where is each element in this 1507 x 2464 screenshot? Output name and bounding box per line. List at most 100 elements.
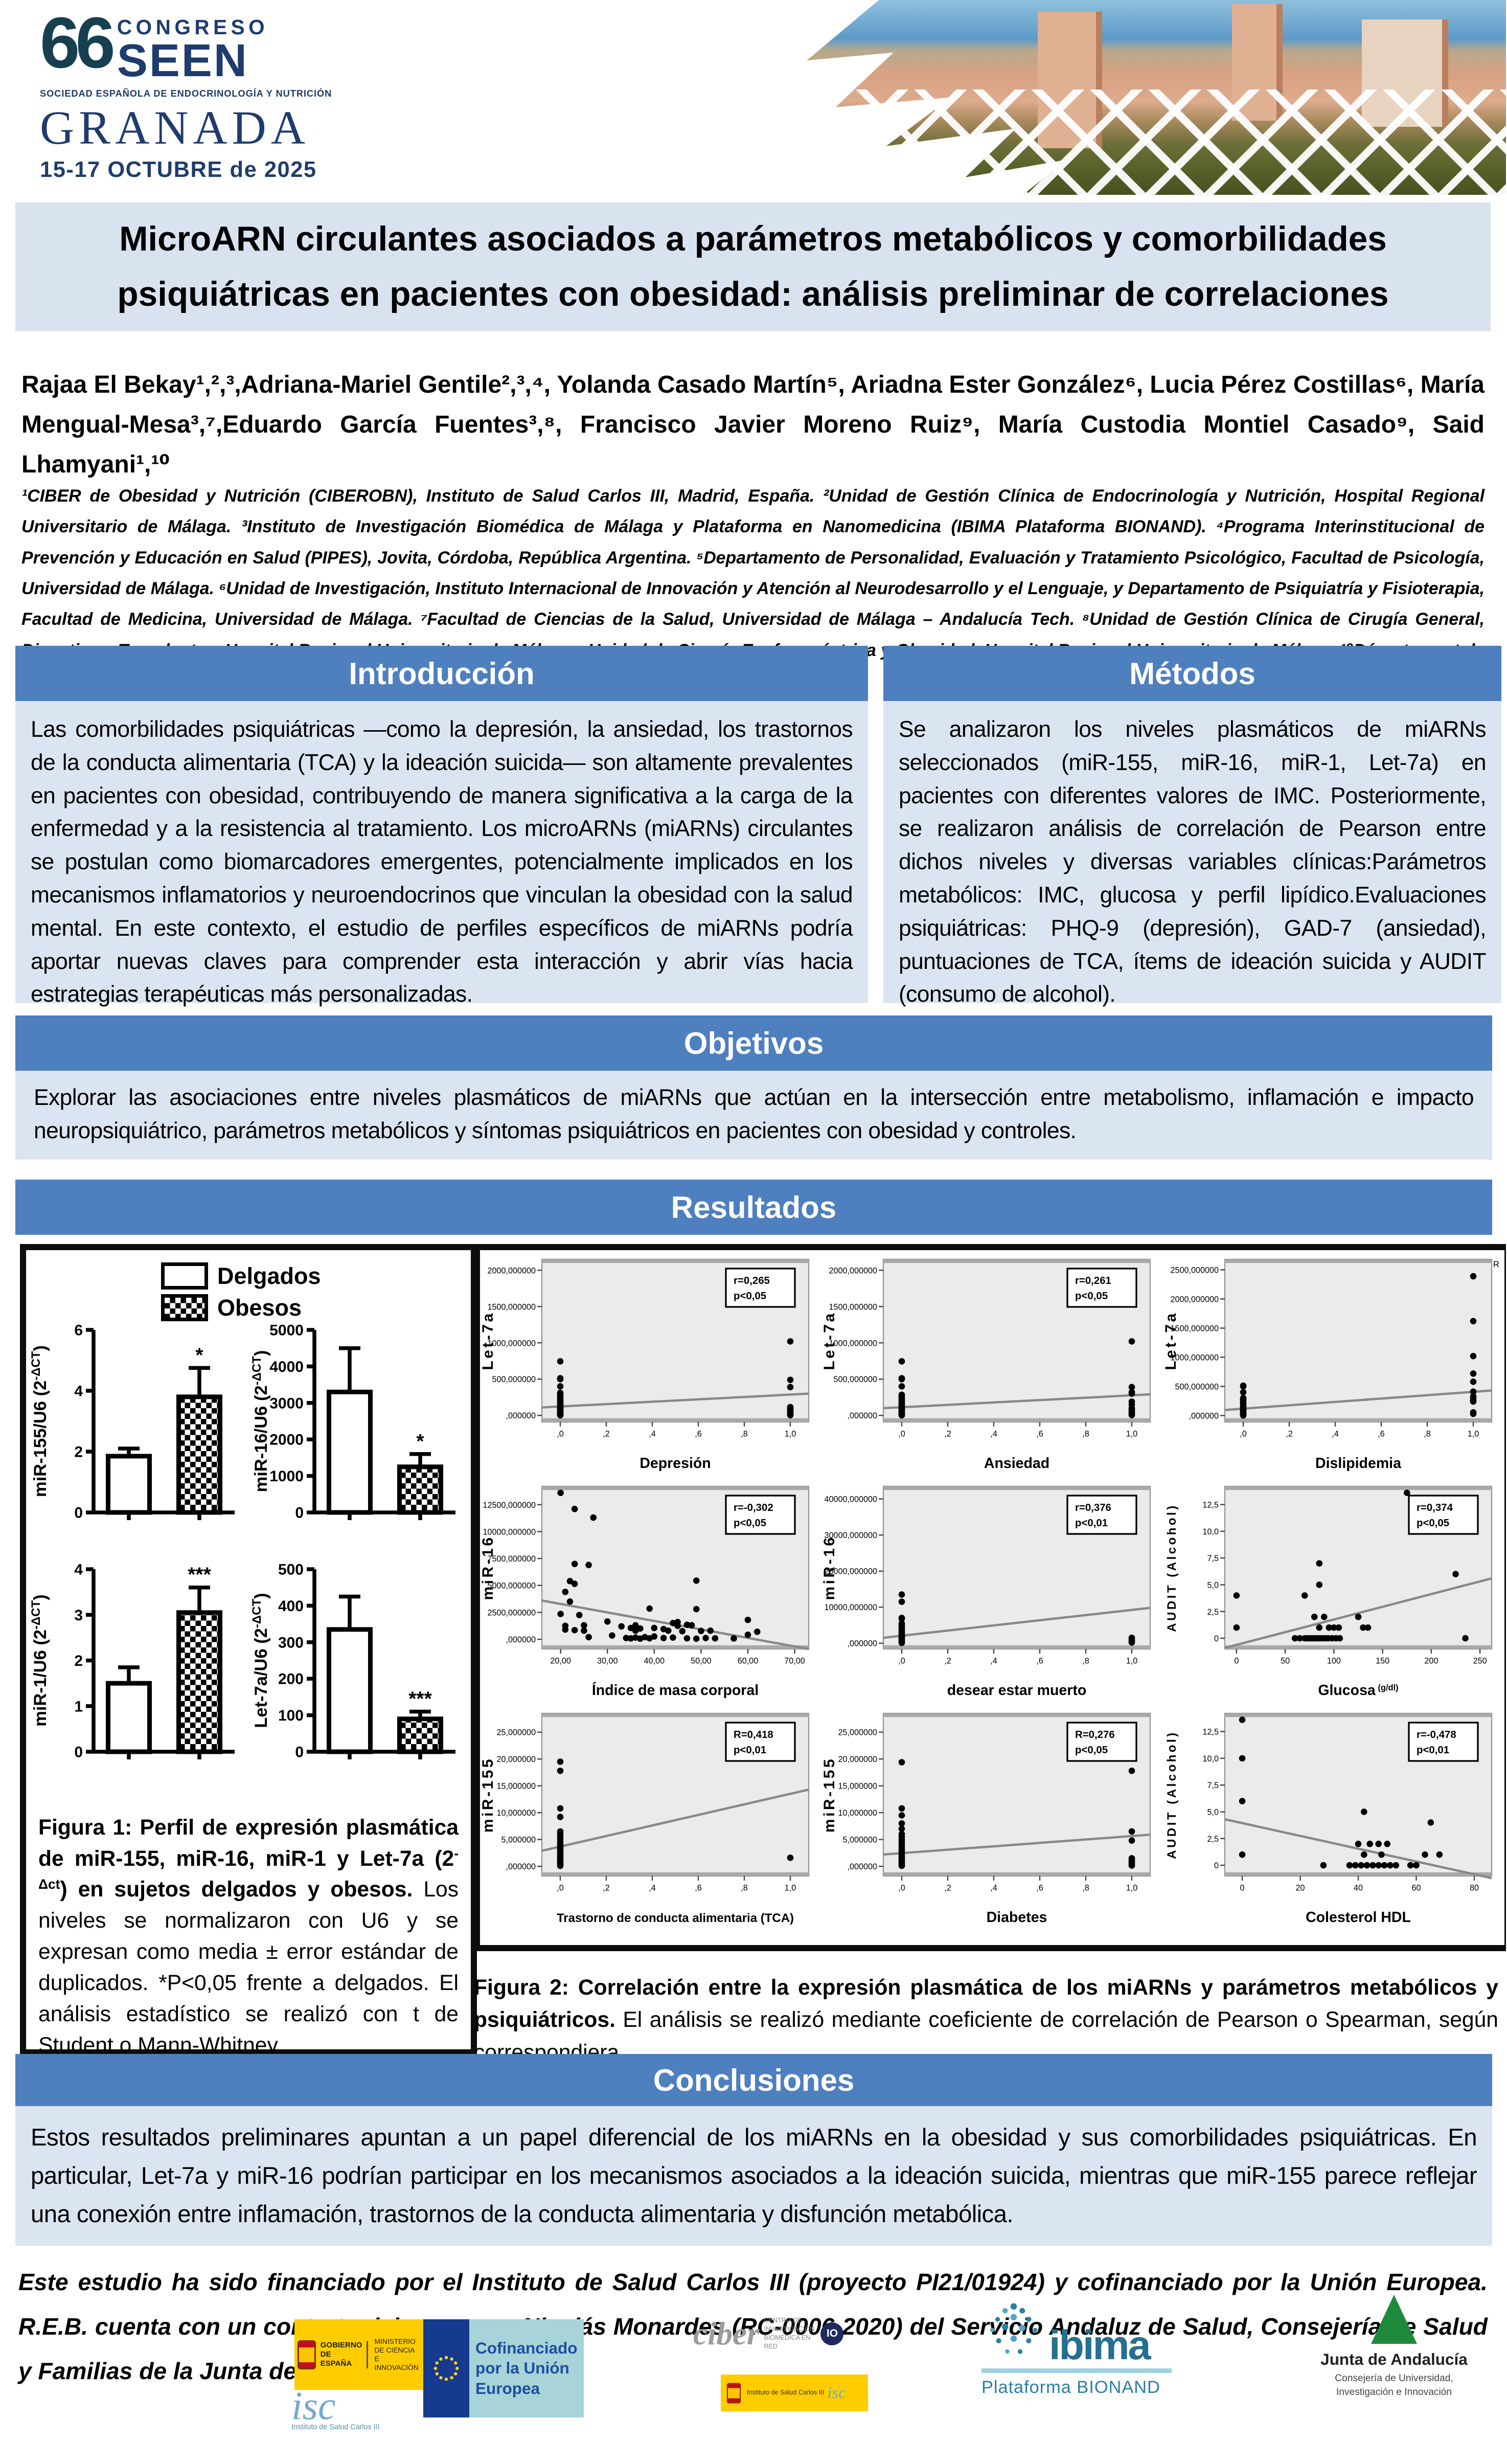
conclusiones-header: Conclusiones (15, 2054, 1492, 2106)
svg-text:150: 150 (1376, 1657, 1389, 1666)
svg-text:1000,000000: 1000,000000 (487, 1339, 536, 1348)
scatter-mir155-diabetes: ,000000 5,000000 10,000000 15,000000 20,0000… (821, 1704, 1163, 1931)
svg-text:miR-16: miR-16 (821, 1535, 838, 1600)
scatter-let7a-dislipidemia: ,000000 500,000000 1000,000000 1500,000000 2… (1162, 1250, 1504, 1477)
svg-text:2500,000000: 2500,000000 (1170, 1266, 1219, 1275)
svg-text:500,000000: 500,000000 (1175, 1382, 1219, 1391)
svg-text:7,5: 7,5 (1207, 1781, 1219, 1790)
svg-text:0: 0 (1214, 1634, 1219, 1643)
svg-text:p<0,05: p<0,05 (734, 1518, 766, 1529)
svg-text:2000,000000: 2000,000000 (487, 1266, 536, 1275)
svg-text:p<0,01: p<0,01 (734, 1745, 766, 1756)
svg-text:Let-7a: Let-7a (480, 1311, 496, 1370)
svg-text:0: 0 (74, 1744, 83, 1761)
svg-text:1,0: 1,0 (785, 1884, 796, 1893)
svg-text:200: 200 (1424, 1657, 1438, 1666)
svg-text:AUDIT (Alcohol): AUDIT (Alcohol) (1165, 1730, 1179, 1859)
svg-text:250: 250 (1473, 1657, 1487, 1666)
introduccion-body: Las comorbilidades psiquiátricas —como l… (15, 701, 868, 1007)
svg-text:10,0: 10,0 (1202, 1527, 1219, 1536)
obesos-swatch-icon (161, 1294, 208, 1321)
svg-text:,0: ,0 (557, 1884, 564, 1893)
svg-text:,8: ,8 (741, 1884, 748, 1893)
svg-text:2500,000000: 2500,000000 (487, 1608, 536, 1617)
alhambra-collage-image (807, 0, 1506, 195)
svg-text:Let-7a: Let-7a (1163, 1311, 1179, 1370)
svg-text:,2: ,2 (603, 1430, 610, 1439)
svg-text:Colesterol HDL: Colesterol HDL (1306, 1909, 1411, 1926)
seen-congress-logo: 66 CONGRESO SEEN SOCIEDAD ESPAÑOLA DE EN… (40, 2, 408, 183)
figure2-panel: ,000000 500,000000 1000,000000 1500,000000 2… (474, 1244, 1506, 1951)
scatter-audit-glucosa: 0 2,5 5,0 7,5 10,0 12,5 0 50 100 150 200 250 r=0,374… (1163, 1477, 1504, 1704)
ibima-dots-icon (990, 2303, 1038, 2354)
svg-text:50,00: 50,00 (691, 1657, 712, 1666)
svg-text:,2: ,2 (944, 1430, 951, 1439)
svg-text:,2: ,2 (944, 1657, 951, 1666)
svg-text:6: 6 (74, 1322, 83, 1339)
svg-text:20,00: 20,00 (550, 1657, 571, 1666)
svg-text:,4: ,4 (649, 1884, 656, 1893)
svg-text:,6: ,6 (1036, 1430, 1043, 1439)
scatter-let7a-ansiedad: ,000000 500,000000 1000,000000 1500,000000 2… (821, 1250, 1163, 1477)
section-metodos: Métodos Se analizaron los niveles plasmá… (883, 646, 1501, 1007)
svg-text:r=0,265: r=0,265 (734, 1275, 770, 1286)
svg-text:7,5: 7,5 (1207, 1554, 1219, 1563)
svg-text:,000000: ,000000 (847, 1411, 877, 1420)
svg-text:300: 300 (278, 1634, 304, 1651)
svg-text:,000000: ,000000 (847, 1639, 877, 1648)
junta-caption: Consejería de Universidad, (1335, 2373, 1453, 2384)
svg-text:1,0: 1,0 (785, 1430, 796, 1439)
svg-text:3000: 3000 (269, 1395, 304, 1412)
figure1-panel: Delgados Obesos 0 2 4 6 miR-155/U6 (2-ΔCT) * … (20, 1244, 477, 2058)
junta-andalucia-logo: Junta de Andalucía Consejería de Univers… (1297, 2295, 1491, 2400)
svg-text:Dislipidemia: Dislipidemia (1315, 1455, 1402, 1472)
svg-text:miR-16: miR-16 (480, 1535, 496, 1600)
svg-text:r=0,376: r=0,376 (1075, 1502, 1111, 1513)
junta-triangle-icon (1371, 2295, 1417, 2344)
svg-text:,0: ,0 (898, 1430, 905, 1439)
svg-text:*: * (195, 1344, 203, 1366)
ciber-blob-icon: IO (820, 2322, 844, 2345)
junta-name: Junta de Andalucía (1320, 2350, 1468, 2368)
svg-text:,6: ,6 (695, 1884, 702, 1893)
svg-text:,6: ,6 (1036, 1657, 1043, 1666)
isciii-small-caption: Instituto de Salud Carlos III (747, 2389, 825, 2397)
figure2-caption: Figura 2: Correlación entre la expresión… (474, 1975, 1498, 2065)
society-name: SOCIEDAD ESPAÑOLA DE ENDOCRINOLOGÍA Y NU… (40, 87, 332, 99)
svg-text:1: 1 (74, 1698, 83, 1715)
min-line: E INNOVACIÓN (374, 2355, 419, 2372)
conclusiones-body: Estos resultados preliminares apuntan a … (15, 2106, 1492, 2246)
congress-number: 66 (40, 2, 116, 83)
svg-text:R: R (1493, 1260, 1499, 1269)
authors-line: Rajaa El Bekay¹,²,³,Adriana-Mariel Genti… (21, 371, 1485, 478)
scatter-mir155-tca: ,000000 5,000000 10,000000 15,000000 20,0000… (480, 1704, 821, 1931)
svg-text:1000: 1000 (269, 1468, 304, 1485)
gov-line: GOBIERNO (320, 2341, 362, 2349)
svg-text:,000000: ,000000 (847, 1862, 877, 1871)
svg-text:2000,000000: 2000,000000 (829, 1266, 877, 1275)
legend-delgados: Delgados (217, 1262, 321, 1289)
svg-text:500: 500 (278, 1562, 304, 1578)
svg-text:,0: ,0 (1240, 1430, 1247, 1439)
svg-text:***: *** (188, 1564, 211, 1586)
barchart-let7a: 0 100 200 300 400 500 Let-7a/U6 (2-ΔCT) *** (250, 1551, 465, 1781)
svg-text:1,0: 1,0 (1126, 1657, 1138, 1666)
svg-text:50: 50 (1281, 1657, 1290, 1666)
svg-text:1500,000000: 1500,000000 (1170, 1324, 1219, 1333)
gobierno-espana-logo: GOBIERNO DE ESPAÑA MINISTERIO DE CIENCIA E … (294, 2319, 423, 2390)
svg-text:15,000000: 15,000000 (838, 1782, 877, 1791)
section-introduccion: Introducción Las comorbilidades psiquiát… (15, 646, 868, 1007)
figure1-caption: Figura 1: Perfil de expresión plasmática… (38, 1815, 459, 2058)
svg-text:R=0,418: R=0,418 (734, 1729, 773, 1740)
svg-text:,2: ,2 (944, 1884, 951, 1893)
figure1-legend: Delgados Obesos (161, 1262, 321, 1321)
svg-text:p<0,05: p<0,05 (1075, 1291, 1108, 1302)
svg-text:30,00: 30,00 (597, 1657, 618, 1666)
section-objetivos: Objetivos Explorar las asociaciones entr… (15, 1015, 1492, 1160)
barchart-mir16: 0 1000 2000 3000 4000 5000 miR-16/U6 (2-ΔCT) * (250, 1312, 465, 1542)
spain-shield-icon (298, 2340, 316, 2369)
svg-text:40,00: 40,00 (644, 1657, 665, 1666)
svg-text:Ansiedad: Ansiedad (984, 1455, 1049, 1472)
svg-text:r=-0,302: r=-0,302 (734, 1502, 773, 1513)
seen-acronym: SEEN (117, 35, 248, 86)
